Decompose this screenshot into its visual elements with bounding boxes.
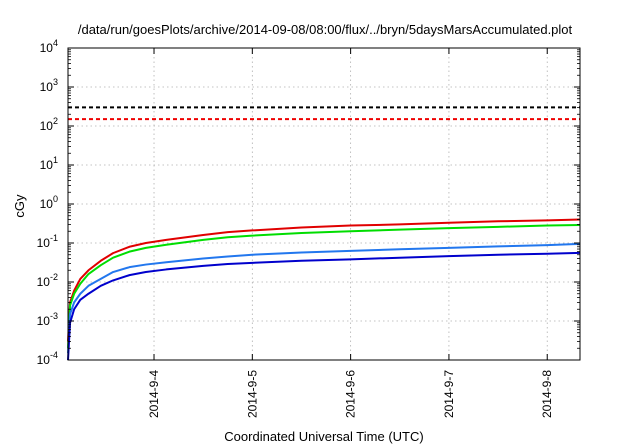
- y-tick-label: 10-4: [37, 350, 58, 367]
- threshold-lines: [68, 106, 580, 121]
- x-axis: 2014-9-4 2014-9-5 2014-9-6 2014-9-7 2014-9-8: [147, 48, 554, 418]
- series-line: [67, 218, 581, 342]
- y-tick-label: 102: [40, 116, 58, 133]
- y-tick-label: 103: [40, 77, 58, 94]
- grid: [68, 48, 580, 360]
- chart-title: /data/run/goesPlots/archive/2014-09-08/0…: [78, 22, 573, 37]
- x-tick-label: 2014-9-4: [147, 370, 161, 418]
- series-line: [67, 251, 581, 361]
- y-tick-label: 104: [40, 38, 58, 55]
- y-axis-title: cGy: [12, 194, 27, 218]
- y-axis: 10-4 10-3 10-2 10-1 100 101 102 103 104: [37, 38, 580, 367]
- y-tick-label: 10-3: [37, 311, 58, 328]
- series-line: [67, 242, 581, 354]
- y-tick-label: 10-1: [37, 233, 58, 250]
- x-tick-label: 2014-9-6: [344, 370, 358, 418]
- x-tick-label: 2014-9-8: [540, 370, 554, 418]
- y-tick-label: 10-2: [37, 272, 58, 289]
- series-group: [67, 218, 581, 361]
- y-tick-label: 101: [40, 155, 58, 172]
- x-tick-label: 2014-9-5: [245, 370, 259, 418]
- y-tick-label: 100: [40, 194, 58, 211]
- series-line: [67, 223, 581, 349]
- x-tick-label: 2014-9-7: [442, 370, 456, 418]
- x-axis-title: Coordinated Universal Time (UTC): [224, 429, 423, 444]
